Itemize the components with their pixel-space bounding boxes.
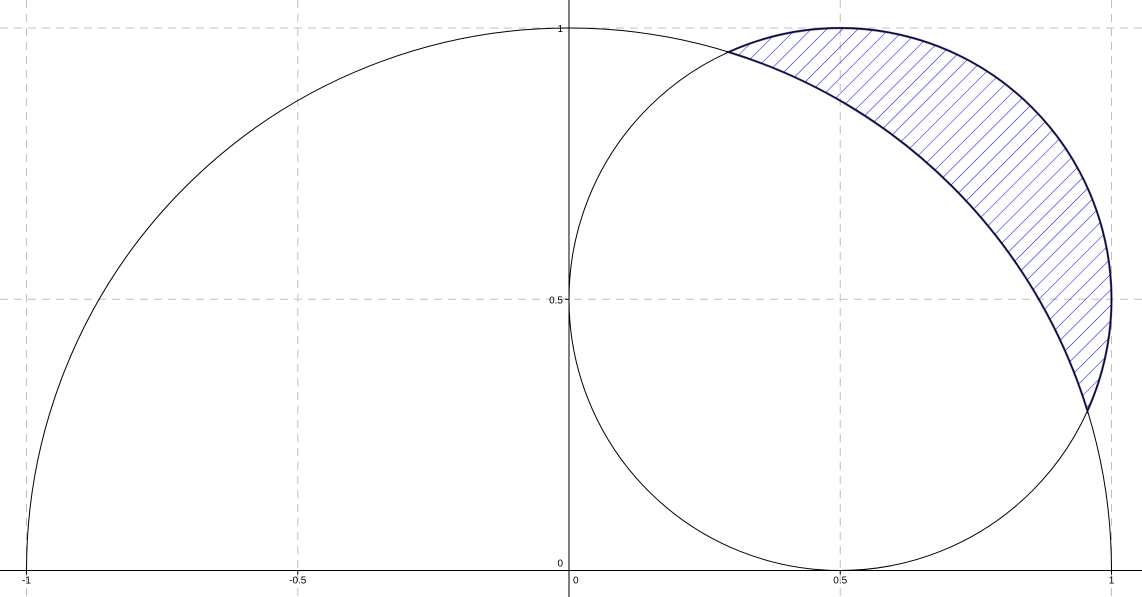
y-tick-label: 0 [557,559,563,570]
x-tick-label: 1 [1109,576,1115,587]
y-tick-label: 0.5 [549,295,563,306]
x-tick-label: 0 [573,576,579,587]
unit-circle [26,27,1112,571]
shaded-region [725,26,1113,414]
x-tick-label: 0.5 [833,576,847,587]
tick-labels: -1 -0.5 0 0.5 1 0 0.5 1 [22,24,1115,587]
shapes [26,26,1113,571]
small-circle [568,27,1112,571]
x-tick-label: -0.5 [289,576,307,587]
x-tick-label: -1 [22,576,31,587]
y-tick-label: 1 [557,24,563,35]
